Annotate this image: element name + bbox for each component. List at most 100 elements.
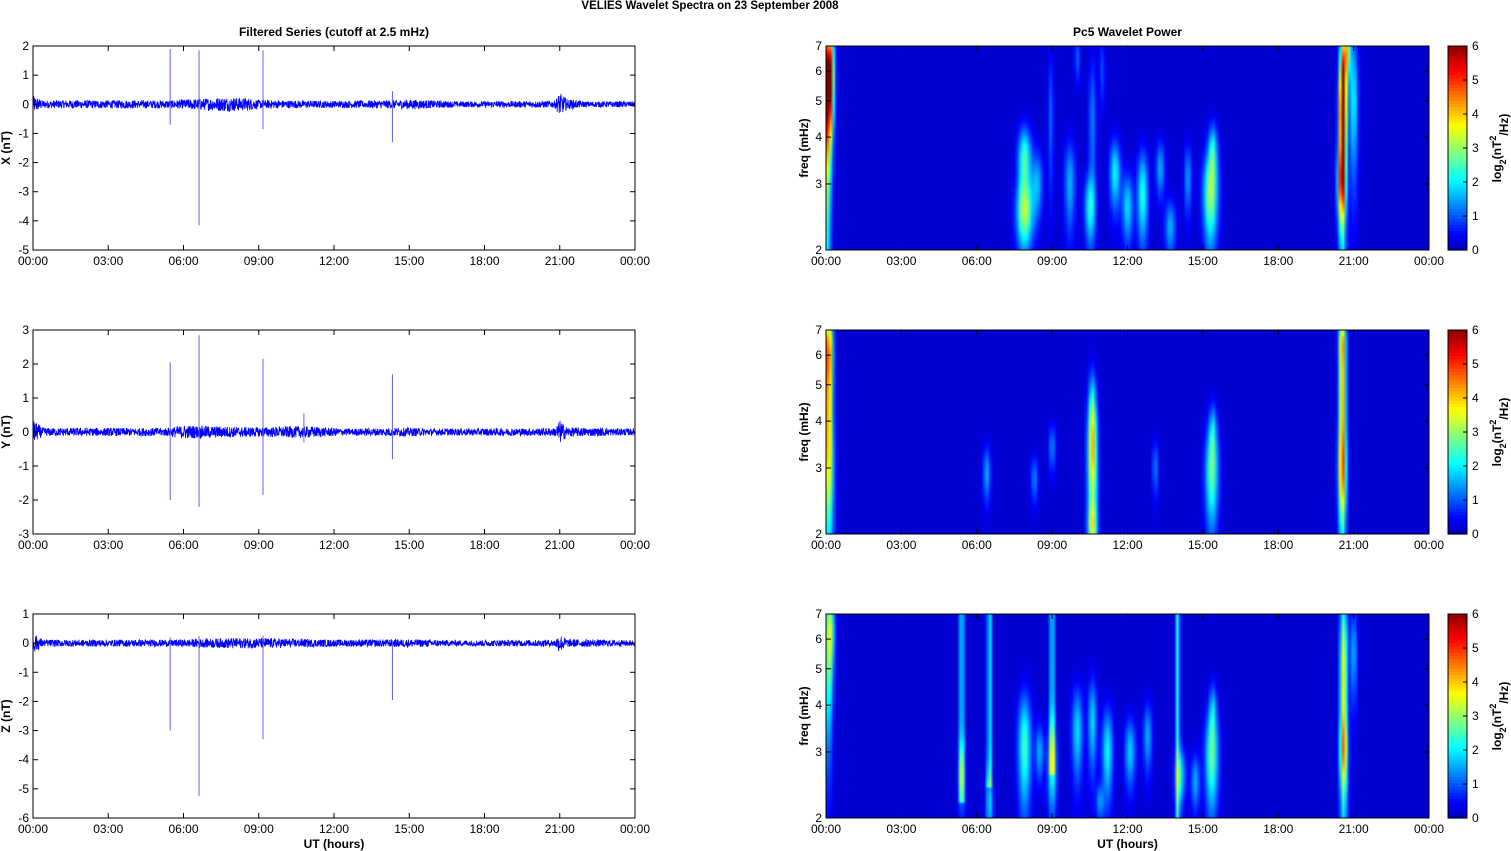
- wavelet-panel-1-power-map: [826, 46, 1429, 250]
- colorbar-label-part: /Hz): [1497, 682, 1511, 704]
- colorbar-swatch: [1448, 374, 1467, 379]
- colorbar-swatch: [1448, 432, 1467, 436]
- colorbar-swatch: [1448, 690, 1467, 695]
- colorbar-label-part: 2: [1488, 136, 1498, 141]
- y-tick-label: 5: [815, 662, 822, 676]
- colorbar-swatch: [1448, 511, 1467, 516]
- colorbar-swatch: [1448, 84, 1467, 89]
- colorbar-swatch: [1448, 476, 1467, 481]
- x-tick-label: 21:00: [545, 822, 575, 836]
- colorbar-swatch: [1448, 614, 1467, 618]
- colorbar-swatch: [1448, 218, 1467, 222]
- colorbar-swatch: [1448, 703, 1467, 708]
- colorbar-swatch: [1448, 773, 1467, 778]
- colorbar-swatch: [1448, 71, 1467, 76]
- colorbar-swatch: [1448, 100, 1467, 104]
- colorbar-swatch: [1448, 371, 1467, 376]
- panel-title: Pc5 Wavelet Power: [1073, 25, 1182, 39]
- colorbar-swatch: [1448, 358, 1467, 363]
- colorbar-swatch: [1448, 712, 1467, 717]
- plot-frame: [32, 45, 636, 251]
- colorbar-swatch: [1448, 243, 1467, 248]
- colorbar-swatch: [1448, 518, 1467, 522]
- colorbar-swatch: [1448, 339, 1467, 344]
- colorbar-swatch: [1448, 467, 1467, 471]
- colorbar-tick-label: 4: [1472, 107, 1479, 121]
- colorbar-swatch: [1448, 767, 1467, 771]
- x-tick-label: 12:00: [1112, 822, 1142, 836]
- colorbar-swatch: [1448, 135, 1467, 140]
- colorbar-swatch: [1448, 138, 1467, 143]
- colorbar-swatch: [1448, 240, 1467, 245]
- colorbar-swatch: [1448, 58, 1467, 63]
- colorbar-tick-label: 5: [1472, 641, 1479, 655]
- series-panel-2-axes: 00:00 03:00 06:00 09:00 12:00 15:00 18:00 21:00…: [0, 323, 650, 552]
- colorbar-swatch: [1448, 49, 1467, 53]
- y-tick-label: -2: [18, 694, 29, 708]
- y-axis-label: freq (mHz): [797, 686, 811, 745]
- plot-frame: [825, 329, 1430, 535]
- colorbar-swatch: [1448, 709, 1467, 714]
- colorbar-swatch: [1448, 444, 1467, 449]
- y-tick-label: 7: [815, 607, 822, 621]
- x-tick-label: 15:00: [394, 254, 424, 268]
- colorbar-tick-label: 3: [1472, 709, 1479, 723]
- colorbar-swatch: [1448, 109, 1467, 114]
- colorbar-swatch: [1448, 230, 1467, 235]
- colorbar-swatch: [1448, 141, 1467, 146]
- colorbar-swatch: [1448, 148, 1467, 152]
- y-tick-label: 0: [22, 425, 29, 439]
- colorbar-swatch: [1448, 183, 1467, 187]
- colorbar-swatch: [1448, 811, 1467, 816]
- y-tick-label: -3: [18, 185, 29, 199]
- x-tick-label: 00:00: [811, 538, 841, 552]
- colorbar-swatch: [1448, 457, 1467, 462]
- colorbar-swatch: [1448, 645, 1467, 650]
- x-tick-label: 00:00: [18, 822, 48, 836]
- colorbar-swatch: [1448, 814, 1467, 819]
- y-tick-label: -3: [18, 527, 29, 541]
- colorbar-tick-label: 3: [1472, 141, 1479, 155]
- colorbar-swatch: [1448, 795, 1467, 800]
- colorbar-swatch: [1448, 687, 1467, 692]
- y-axis-label: Y (nT): [0, 415, 13, 449]
- colorbar-swatch: [1448, 419, 1467, 424]
- colorbar-tick-label: 5: [1472, 73, 1479, 87]
- colorbar-swatch: [1448, 330, 1467, 334]
- colorbar-swatch: [1448, 441, 1467, 446]
- y-tick-label: 1: [22, 68, 29, 82]
- colorbar-swatch: [1448, 128, 1467, 133]
- colorbar-swatch: [1448, 167, 1467, 171]
- colorbar-swatch: [1448, 716, 1467, 720]
- colorbar-swatch: [1448, 381, 1467, 385]
- colorbar-swatch: [1448, 68, 1467, 73]
- y-tick-label: -4: [18, 214, 29, 228]
- colorbar-swatch: [1448, 103, 1467, 108]
- y-tick-label: -5: [18, 782, 29, 796]
- colorbar-swatch: [1448, 189, 1467, 194]
- x-tick-label: 00:00: [1414, 254, 1444, 268]
- colorbar-swatch: [1448, 144, 1467, 149]
- x-tick-label: 15:00: [1188, 538, 1218, 552]
- x-tick-label: 21:00: [1339, 254, 1369, 268]
- colorbar-label: log2(nT2/Hz): [1488, 398, 1511, 467]
- colorbar-swatch: [1448, 473, 1467, 478]
- y-tick-label: 3: [815, 745, 822, 759]
- colorbar-swatch: [1448, 393, 1467, 398]
- colorbar-swatch: [1448, 106, 1467, 111]
- series-trace: [33, 635, 635, 652]
- x-tick-label: 18:00: [469, 538, 499, 552]
- y-tick-label: 3: [815, 461, 822, 475]
- colorbar-swatch: [1448, 741, 1467, 746]
- colorbar-tick-label: 2: [1472, 743, 1479, 757]
- colorbar-swatch: [1448, 779, 1467, 784]
- colorbar-swatch: [1448, 731, 1467, 736]
- y-tick-label: 6: [815, 632, 822, 646]
- y-tick-label: -3: [18, 724, 29, 738]
- x-tick-label: 00:00: [620, 254, 650, 268]
- panel-title: Filtered Series (cutoff at 2.5 mHz): [239, 25, 429, 39]
- colorbar-swatch: [1448, 396, 1467, 401]
- colorbar-swatch: [1448, 428, 1467, 433]
